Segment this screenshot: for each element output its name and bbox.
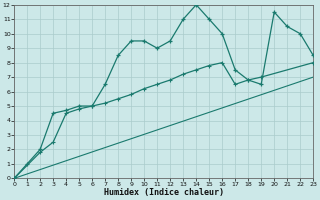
X-axis label: Humidex (Indice chaleur): Humidex (Indice chaleur) xyxy=(104,188,224,197)
